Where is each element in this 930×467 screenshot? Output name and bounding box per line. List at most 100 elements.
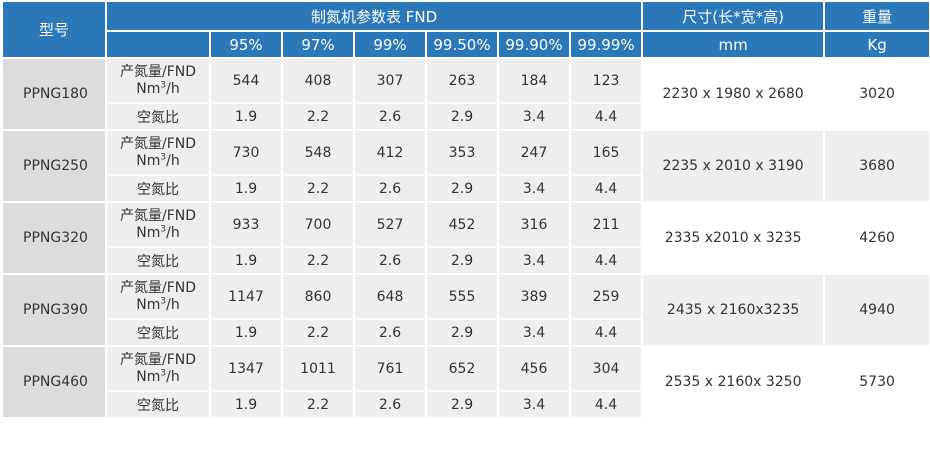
header-weight-unit: Kg — [823, 30, 930, 59]
header-model: 型号 — [1, 0, 107, 59]
flow-value: 165 — [568, 129, 644, 176]
flow-value: 408 — [281, 57, 355, 104]
table-header: 型号 制氮机参数表 FND 尺寸(长*宽*高) 重量 95% 97% 99% 9… — [1, 0, 930, 59]
flow-unit-base: Nm — [136, 224, 161, 241]
ratio-value: 2.9 — [425, 318, 499, 347]
ratio-value: 2.2 — [281, 174, 355, 203]
flow-unit-base: Nm — [136, 368, 161, 385]
model-cell: PPNG250 — [1, 129, 107, 203]
ratio-value: 2.6 — [353, 246, 427, 275]
flow-value: 259 — [568, 273, 644, 320]
ratio-value: 1.9 — [209, 174, 283, 203]
ratio-value: 2.9 — [425, 102, 499, 131]
ratio-value: 2.9 — [425, 390, 499, 419]
ratio-value: 1.9 — [209, 390, 283, 419]
header-purity: 99.99% — [568, 30, 644, 59]
header-weight: 重量 — [823, 0, 930, 32]
table-row: 空氮比 1.9 2.2 2.6 2.9 3.4 4.4 — [2, 174, 930, 203]
flow-unit-exp: 3 — [160, 223, 167, 234]
flow-value: 700 — [281, 201, 355, 248]
weight-cell: 4260 — [823, 201, 930, 275]
flow-label-line1: 产氮量/FND — [119, 351, 197, 368]
flow-unit-base: Nm — [136, 152, 161, 169]
flow-value: 389 — [497, 273, 571, 320]
header-purity: 95% — [209, 30, 283, 59]
flow-value: 316 — [497, 201, 571, 248]
ratio-label: 空氮比 — [105, 102, 211, 131]
flow-unit-exp: 3 — [160, 79, 167, 90]
flow-unit-exp: 3 — [160, 151, 167, 162]
table-row: PPNG250 产氮量/FND Nm3/h 730 548 412 353 247 165 223… — [1, 129, 930, 203]
size-cell: 2335 x2010 x 3235 — [641, 201, 826, 275]
flow-value: 648 — [353, 273, 427, 320]
flow-label: 产氮量/FND Nm3/h — [105, 57, 211, 104]
flow-label-unit: Nm3/h — [107, 151, 209, 170]
table-row: PPNG180 产氮量/FND Nm3/h 544 408 307 263 184 123 223… — [1, 57, 930, 131]
ratio-value: 1.9 — [209, 318, 283, 347]
flow-label-unit: Nm3/h — [107, 367, 209, 386]
flow-value: 184 — [497, 57, 571, 104]
header-size: 尺寸(长*宽*高) — [641, 0, 826, 32]
size-cell: 2535 x 2160x 3250 — [641, 345, 826, 419]
weight-cell: 3680 — [823, 129, 930, 203]
ratio-value: 3.4 — [497, 246, 571, 275]
flow-value: 452 — [425, 201, 499, 248]
table-row: 空氮比 1.9 2.2 2.6 2.9 3.4 4.4 — [2, 390, 930, 419]
header-params-title: 制氮机参数表 FND — [104, 0, 644, 32]
flow-value: 1011 — [281, 345, 355, 392]
ratio-value: 4.4 — [568, 174, 644, 203]
table-row: PPNG390 产氮量/FND Nm3/h 1147 860 648 555 389 259 24… — [1, 273, 930, 347]
ratio-label: 空氮比 — [105, 246, 211, 275]
ratio-value: 3.4 — [497, 390, 571, 419]
flow-unit-exp: 3 — [160, 295, 167, 306]
ratio-value: 4.4 — [568, 318, 644, 347]
flow-value: 247 — [497, 129, 571, 176]
table-row: 空氮比 1.9 2.2 2.6 2.9 3.4 4.4 — [2, 102, 930, 131]
model-cell: PPNG180 — [1, 57, 107, 131]
flow-unit-exp: 3 — [160, 367, 167, 378]
size-cell: 2435 x 2160x3235 — [641, 273, 826, 347]
weight-cell: 5730 — [823, 345, 930, 419]
table-row: 空氮比 1.9 2.2 2.6 2.9 3.4 4.4 — [2, 318, 930, 347]
flow-value: 548 — [281, 129, 355, 176]
ratio-value: 2.2 — [281, 318, 355, 347]
header-purity: 99.50% — [425, 30, 499, 59]
flow-value: 456 — [497, 345, 571, 392]
flow-value: 123 — [568, 57, 644, 104]
model-cell: PPNG460 — [1, 345, 107, 419]
ratio-label: 空氮比 — [105, 174, 211, 203]
flow-value: 933 — [209, 201, 283, 248]
flow-value: 211 — [568, 201, 644, 248]
ratio-value: 2.9 — [425, 174, 499, 203]
table-row: PPNG320 产氮量/FND Nm3/h 933 700 527 452 316 211 233… — [1, 201, 930, 275]
model-cell: PPNG390 — [1, 273, 107, 347]
flow-label-line1: 产氮量/FND — [119, 135, 197, 152]
flow-value: 263 — [425, 57, 499, 104]
flow-value: 652 — [425, 345, 499, 392]
flow-value: 761 — [353, 345, 427, 392]
header-purity: 99.90% — [497, 30, 571, 59]
weight-cell: 3020 — [823, 57, 930, 131]
flow-value: 412 — [353, 129, 427, 176]
ratio-value: 1.9 — [209, 246, 283, 275]
flow-label-unit: Nm3/h — [107, 223, 209, 242]
flow-unit-tail: /h — [166, 80, 180, 97]
ratio-value: 2.6 — [353, 174, 427, 203]
header-purity: 97% — [281, 30, 355, 59]
flow-label-line1: 产氮量/FND — [119, 207, 197, 224]
weight-cell: 4940 — [823, 273, 930, 347]
ratio-value: 4.4 — [568, 390, 644, 419]
flow-unit-tail: /h — [166, 368, 180, 385]
flow-unit-tail: /h — [166, 296, 180, 313]
flow-value: 555 — [425, 273, 499, 320]
ratio-value: 3.4 — [497, 318, 571, 347]
ratio-value: 2.6 — [353, 318, 427, 347]
flow-value: 353 — [425, 129, 499, 176]
flow-value: 544 — [209, 57, 283, 104]
flow-value: 527 — [353, 201, 427, 248]
size-cell: 2235 x 2010 x 3190 — [641, 129, 826, 203]
flow-value: 860 — [281, 273, 355, 320]
ratio-value: 1.9 — [209, 102, 283, 131]
ratio-value: 2.6 — [353, 102, 427, 131]
ratio-label: 空氮比 — [105, 318, 211, 347]
